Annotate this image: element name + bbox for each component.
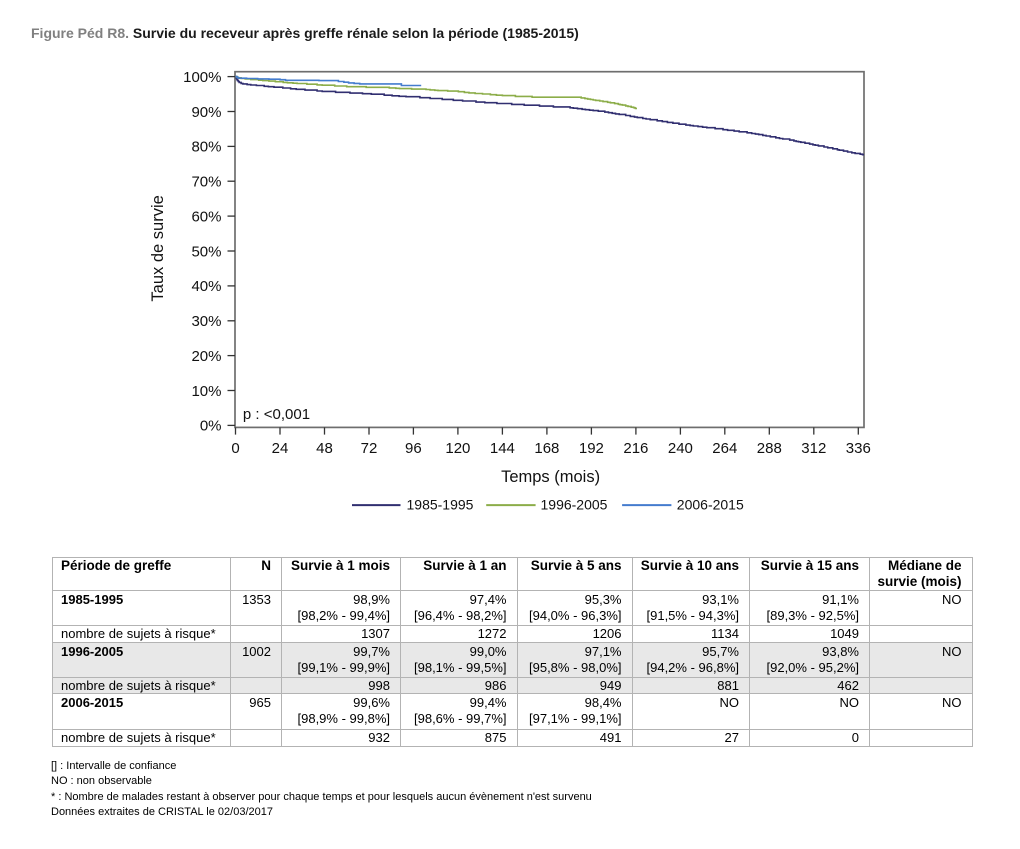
svg-text:Taux de survie: Taux de survie	[149, 195, 167, 301]
svg-text:50%: 50%	[191, 243, 221, 260]
svg-text:p : <0,001: p : <0,001	[243, 406, 310, 423]
svg-text:72: 72	[361, 440, 378, 457]
svg-text:Temps (mois): Temps (mois)	[501, 468, 600, 486]
svg-text:288: 288	[757, 440, 782, 457]
svg-text:80%: 80%	[191, 139, 221, 156]
svg-text:216: 216	[623, 440, 648, 457]
svg-text:90%: 90%	[191, 104, 221, 121]
svg-text:1996-2005: 1996-2005	[541, 497, 608, 513]
svg-text:24: 24	[272, 440, 289, 457]
svg-text:168: 168	[534, 440, 559, 457]
svg-text:120: 120	[445, 440, 470, 457]
svg-text:70%: 70%	[191, 174, 221, 191]
svg-text:10%: 10%	[191, 383, 221, 400]
svg-text:40%: 40%	[191, 278, 221, 295]
svg-text:2006-2015: 2006-2015	[677, 497, 744, 513]
svg-text:1985-1995: 1985-1995	[407, 497, 474, 513]
svg-text:100%: 100%	[183, 69, 221, 86]
svg-text:0: 0	[231, 440, 239, 457]
svg-text:96: 96	[405, 440, 422, 457]
svg-text:336: 336	[846, 440, 871, 457]
svg-text:240: 240	[668, 440, 693, 457]
svg-text:20%: 20%	[191, 348, 221, 365]
svg-text:264: 264	[712, 440, 737, 457]
svg-text:60%: 60%	[191, 208, 221, 225]
svg-text:48: 48	[316, 440, 333, 457]
svg-text:144: 144	[490, 440, 515, 457]
svg-text:30%: 30%	[191, 313, 221, 330]
svg-text:192: 192	[579, 440, 604, 457]
svg-text:0%: 0%	[200, 418, 222, 435]
svg-text:312: 312	[801, 440, 826, 457]
